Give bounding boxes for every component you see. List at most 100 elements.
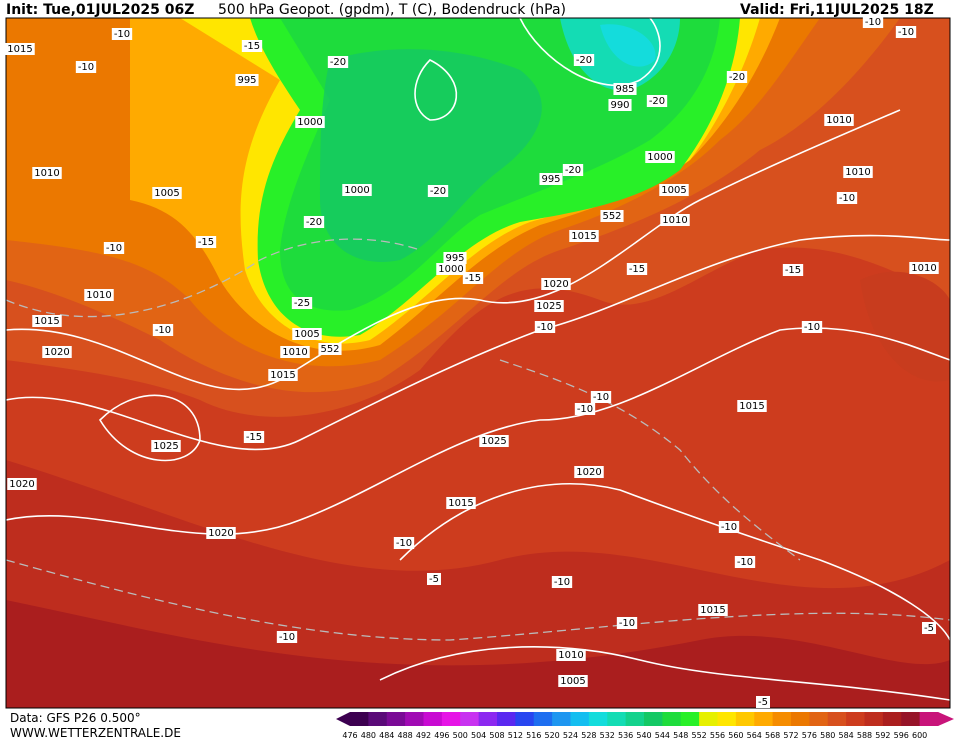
isoline-label: -10 [721, 522, 737, 533]
colorbar-label: 544 [655, 731, 670, 740]
colorbar-label: 536 [618, 731, 633, 740]
colorbar-swatch [625, 712, 645, 726]
label-box [268, 369, 298, 381]
colorbar-swatch [588, 712, 608, 726]
isoline-label: -10 [78, 62, 94, 73]
isoline-label: 1005 [154, 188, 179, 199]
colorbar-swatch [864, 712, 884, 726]
label-box [824, 114, 854, 126]
isoline-label: -10 [554, 577, 570, 588]
colorbar-swatch [846, 712, 865, 726]
colorbar-label: 576 [802, 731, 817, 740]
isoline-label: 1005 [661, 185, 686, 196]
isoline-label: -15 [465, 273, 481, 284]
colorbar-label: 600 [912, 731, 927, 740]
label-box [862, 16, 884, 28]
label-box [5, 43, 35, 55]
isoline-label: 1020 [9, 479, 34, 490]
isoline-label: -10 [279, 632, 295, 643]
label-box [235, 74, 259, 86]
colorbar-label: 504 [471, 731, 486, 740]
colorbar-swatch [533, 712, 553, 726]
colorbar-swatch [497, 712, 516, 726]
isoline-label: 1005 [294, 329, 319, 340]
label-box [84, 289, 114, 301]
colorbar-swatch [791, 712, 810, 726]
isoline-label: -10 [839, 193, 855, 204]
isoline-label: 1015 [34, 316, 59, 327]
colorbar-swatch [754, 712, 774, 726]
label-box [446, 497, 476, 509]
isoline-label: -20 [306, 217, 322, 228]
label-box [393, 537, 415, 549]
isoline-label: -20 [729, 72, 745, 83]
colorbar-label: 584 [838, 731, 853, 740]
label-box [534, 321, 556, 333]
isoline-label: -10 [537, 322, 553, 333]
label-box [539, 173, 563, 185]
label-box [574, 403, 596, 415]
label-box [206, 527, 236, 539]
colorbar-swatch [607, 712, 627, 726]
label-box [645, 151, 675, 163]
init-time: Init: Tue,01JUL2025 06Z [6, 2, 194, 18]
map-field [6, 18, 950, 708]
colorbar-swatch [919, 712, 939, 726]
colorbar-arrow-right [938, 712, 954, 726]
isoline-label: 1000 [297, 117, 322, 128]
label-box [574, 466, 604, 478]
isoline-label: 1010 [845, 167, 870, 178]
isoline-label: 1010 [34, 168, 59, 179]
label-box [756, 696, 770, 708]
label-box [698, 604, 728, 616]
label-box [291, 297, 313, 309]
colorbar-label: 588 [857, 731, 872, 740]
isoline-label: 1010 [282, 347, 307, 358]
label-box [152, 324, 174, 336]
label-box [32, 167, 62, 179]
colorbar-swatch [809, 712, 829, 726]
colorbar-swatch [644, 712, 663, 726]
isoline-label: -10 [737, 557, 753, 568]
isoline-label: 1015 [270, 370, 295, 381]
isoline-label: -10 [865, 17, 881, 28]
isoline-label: -10 [577, 404, 593, 415]
label-box [327, 56, 349, 68]
colorbar-label: 480 [361, 731, 376, 740]
colorbar-label: 488 [397, 731, 412, 740]
colorbar-label: 540 [636, 731, 651, 740]
site-name: WWW.WETTERZENTRALE.DE [10, 726, 181, 740]
label-box [292, 328, 322, 340]
colorbar-swatch [772, 712, 792, 726]
isoline-label: -5 [758, 697, 768, 708]
colorbar-swatch [350, 712, 369, 726]
isoline-label: 1010 [662, 215, 687, 226]
isoline-label: 1025 [153, 441, 178, 452]
label-box [843, 166, 873, 178]
colorbar-label: 592 [875, 731, 890, 740]
isoline-label: 552 [320, 344, 339, 355]
label-box [152, 187, 182, 199]
colorbar-swatch [478, 712, 498, 726]
valid-time: Valid: Fri,11JUL2025 18Z [740, 2, 934, 18]
label-box [734, 556, 756, 568]
colorbar-swatch [717, 712, 737, 726]
isoline-label: 1015 [700, 605, 725, 616]
isoline-label: 1025 [481, 436, 506, 447]
isoline-label: 995 [237, 75, 256, 86]
colorbar-swatch [699, 712, 718, 726]
label-box [151, 440, 181, 452]
label-box [613, 83, 637, 95]
colorbar-label: 568 [765, 731, 780, 740]
label-box [295, 116, 325, 128]
label-box [626, 263, 648, 275]
colorbar-label: 528 [581, 731, 596, 740]
isoline-label: -10 [155, 325, 171, 336]
colorbar-swatch [662, 712, 682, 726]
label-box [462, 272, 484, 284]
label-box [280, 346, 310, 358]
isoline-label: 995 [445, 253, 464, 264]
label-box [556, 649, 586, 661]
isoline-label: 1000 [344, 185, 369, 196]
